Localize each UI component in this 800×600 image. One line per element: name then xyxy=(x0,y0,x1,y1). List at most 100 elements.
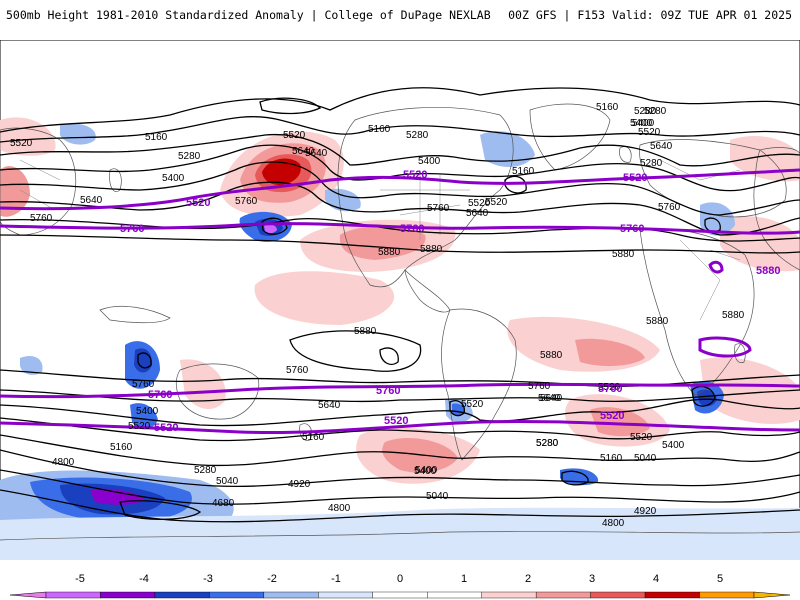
contour-label: 5760 xyxy=(286,365,309,376)
contour-label: 5880 xyxy=(646,316,669,327)
contour-label: 5880 xyxy=(378,247,401,258)
colorbar-tick-label: 0 xyxy=(397,573,403,585)
ref-label: 5760 xyxy=(598,383,622,395)
ref-label: 5760 xyxy=(620,223,644,235)
indonesia-coast xyxy=(99,305,171,324)
ref-label: 5520 xyxy=(623,172,647,184)
contour-label: 5520 xyxy=(461,399,484,410)
colorbar-segment xyxy=(427,591,482,599)
contour-label: 5400 xyxy=(630,118,653,129)
contour-label: 5760 xyxy=(235,196,258,207)
anomaly-map: 5160 5520 5280 5400 5640 5760 5160 5520 … xyxy=(0,40,800,560)
colorbar-tick-label: 5 xyxy=(717,573,723,585)
anomaly-positive xyxy=(720,216,800,272)
contour-label: 5040 xyxy=(426,491,449,502)
contour-label: 5280 xyxy=(536,438,559,449)
colorbar-segments xyxy=(9,591,791,599)
contour-label: 5160 xyxy=(145,132,168,143)
ref-label: 5520 xyxy=(186,197,210,209)
contour-label: 5400 xyxy=(414,466,437,477)
anomaly-negative xyxy=(20,355,43,375)
ref-5520-north xyxy=(0,168,800,211)
contour-label: 5520 xyxy=(638,127,661,138)
model-run-info: 00Z GFS | F153 Valid: 09Z TUE APR 01 202… xyxy=(508,8,792,22)
contour-label: 5760 xyxy=(132,379,155,390)
anomaly-negative xyxy=(325,188,361,212)
ref-label: 5880 xyxy=(756,265,780,277)
colorbar-tick-label: -4 xyxy=(139,573,149,585)
contour-label: 5760 xyxy=(427,203,450,214)
contour-label: 5280 xyxy=(536,438,559,449)
contour-label: 5280 xyxy=(634,106,657,117)
ref-label: 5760 xyxy=(120,223,144,235)
contour-label: 5880 xyxy=(354,326,377,337)
contour-label: 5400 xyxy=(418,156,441,167)
contour-label: 5040 xyxy=(634,453,657,464)
contour-label: 5520 xyxy=(630,432,653,443)
contour-label: 5880 xyxy=(420,244,443,255)
colorbar-segment xyxy=(535,591,591,599)
contour-label: 5640 xyxy=(80,195,103,206)
colorbar-segment xyxy=(699,591,755,599)
colorbar-segment xyxy=(209,591,265,599)
ref-label: 5520 xyxy=(154,422,178,434)
contour-label: 5640 xyxy=(540,393,563,404)
colorbar-under-arrow xyxy=(9,591,47,599)
ref-5760-south xyxy=(0,382,800,399)
contour-label: 5520 xyxy=(468,198,491,209)
anomaly-positive xyxy=(180,359,226,410)
contour-label: 5160 xyxy=(302,432,325,443)
contour-label: 5640 xyxy=(466,208,489,219)
contour-label: 5280 xyxy=(406,130,429,141)
contour-label: 5520 xyxy=(128,421,151,432)
anomaly-negative xyxy=(480,131,535,167)
europe-coast xyxy=(639,139,787,218)
ref-label: 5520 xyxy=(403,169,427,181)
ref-5880-africa xyxy=(708,260,724,274)
contour-label: 5400 xyxy=(415,465,438,476)
contour-label: 5160 xyxy=(512,166,535,177)
anomaly-negative xyxy=(264,224,277,234)
contour-label: 5520 xyxy=(598,382,621,393)
ref-label: 5760 xyxy=(376,385,400,397)
map-title: 500mb Height 1981-2010 Standardized Anom… xyxy=(6,8,491,22)
ref-5760-north xyxy=(0,222,800,235)
colorbar-over-arrow xyxy=(753,591,791,599)
anomaly-negative xyxy=(700,202,735,236)
contour-label: 5880 xyxy=(612,249,635,260)
ref-label: 5760 xyxy=(148,389,172,401)
contour-label: 5400 xyxy=(632,118,655,129)
colorbar-segment xyxy=(45,591,101,599)
contour-label: 5280 xyxy=(644,106,667,117)
contour-label: 5400 xyxy=(662,440,685,451)
colorbar-ticks: -5 -4 -3 -2 -1 0 1 2 3 4 5 xyxy=(75,573,723,585)
contour-label: 5640 xyxy=(292,146,315,157)
contour-label: 5760 xyxy=(658,202,681,213)
anomaly-negative xyxy=(452,403,466,417)
contour-label: 5640 xyxy=(538,393,561,404)
colorbar-tick-label: -3 xyxy=(203,573,213,585)
contour-label: 5640 xyxy=(305,148,328,159)
colorbar-segment xyxy=(100,591,156,599)
contour-label: 5280 xyxy=(178,151,201,162)
colorbar-segment xyxy=(590,591,646,599)
contour-label: 5760 xyxy=(528,381,551,392)
anomaly-positive xyxy=(590,407,650,437)
contour-label: 4920 xyxy=(288,479,311,490)
anomaly-positive xyxy=(575,338,645,367)
anomaly-negative xyxy=(60,123,96,145)
colorbar-tick-label: -1 xyxy=(331,573,341,585)
contour-label: 5520 xyxy=(485,197,508,208)
north-america-coast xyxy=(337,107,514,288)
contour-label: 4800 xyxy=(52,457,75,468)
colorbar-segment xyxy=(372,591,428,599)
reference-contour-labels: 5520 5520 5520 5760 5760 5760 5760 5760 … xyxy=(120,169,780,434)
ref-label: 5760 xyxy=(400,223,424,235)
colorbar-segment xyxy=(644,591,700,599)
ref-5520-south xyxy=(0,420,800,435)
antarctica-coast xyxy=(0,531,800,541)
colorbar-segment xyxy=(154,591,210,599)
political-borders xyxy=(19,159,741,321)
contour-label: 5520 xyxy=(283,130,306,141)
greenland-coast xyxy=(529,103,611,171)
